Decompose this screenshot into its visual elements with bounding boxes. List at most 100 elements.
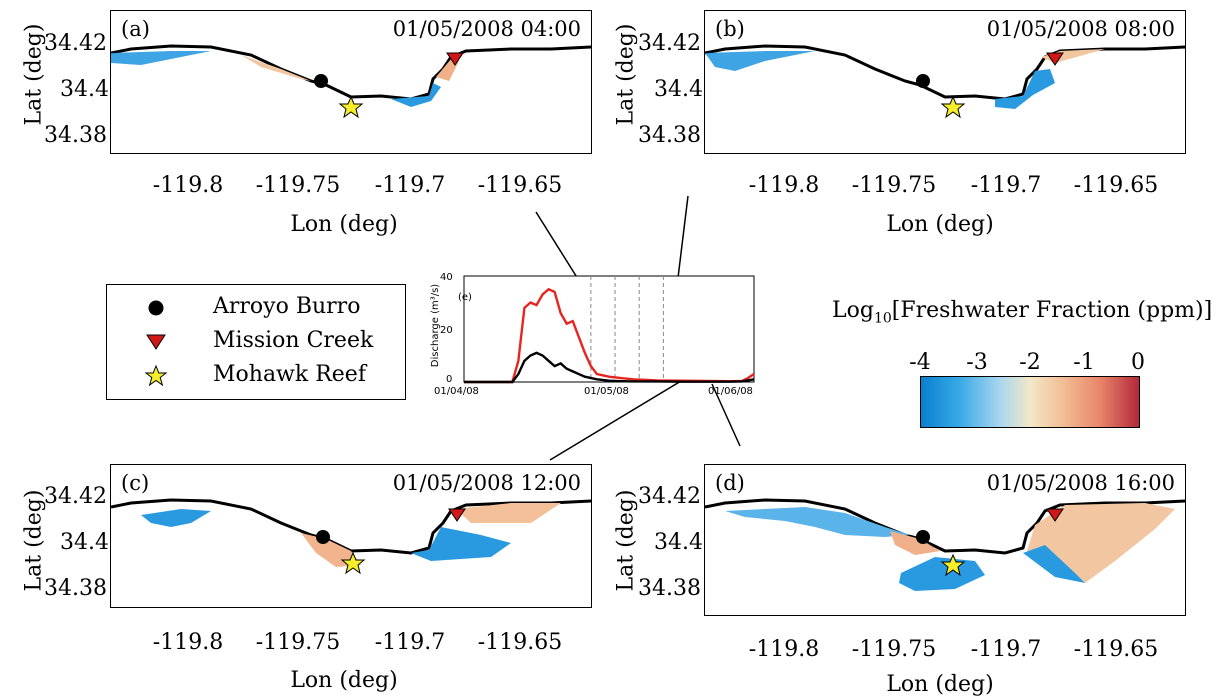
panel-label-c: (c) xyxy=(121,471,150,495)
ytick-b-3: 34.38 xyxy=(638,123,701,148)
ytick-c-2: 34.4 xyxy=(60,530,109,555)
coastline-c xyxy=(111,498,327,541)
ytick-a-3: 34.38 xyxy=(44,123,107,148)
plume-a-creek xyxy=(436,59,459,81)
inset-xtick-2: 01/06/08 xyxy=(708,386,753,397)
map-c-svg xyxy=(111,498,591,575)
plume-d-reef xyxy=(899,557,985,591)
panel-label-d: (d) xyxy=(715,471,745,495)
discharge-series-black xyxy=(464,351,755,384)
coastline-a-east xyxy=(325,45,591,101)
ylabel-d: Lat (deg) xyxy=(613,489,639,592)
map-a-svg xyxy=(111,44,591,119)
plume-a-east xyxy=(391,83,441,107)
xlabel-d: Lon (deg) xyxy=(886,672,994,697)
mission-creek-marker-c xyxy=(448,508,466,522)
xtick-d-1: -119.8 xyxy=(748,637,820,662)
xtick-a-2: -119.75 xyxy=(255,173,341,198)
colorbar-title: Log10[Freshwater Fraction (ppm)] xyxy=(832,298,1212,326)
ytick-b-1: 34.42 xyxy=(638,31,701,56)
coastline-d-east xyxy=(919,499,1185,555)
legend-label-arroyo-burro: Arroyo Burro xyxy=(213,294,361,319)
ytick-d-2: 34.4 xyxy=(654,530,703,555)
plume-d-mid xyxy=(890,531,940,555)
colorbar-tick-0: -4 xyxy=(909,350,931,375)
xtick-d-4: -119.65 xyxy=(1073,637,1159,662)
inset-ytick-2: 40 xyxy=(440,272,453,283)
legend-label-mohawk-reef: Mohawk Reef xyxy=(213,362,366,387)
ytick-c-1: 34.42 xyxy=(44,484,107,509)
inset-xtick-1: 01/05/08 xyxy=(584,386,629,397)
mohawk-reef-marker-a xyxy=(338,95,364,119)
panel-time-c: 01/05/2008 12:00 xyxy=(392,471,581,495)
mohawk-reef-marker-c xyxy=(340,551,366,575)
xtick-d-3: -119.7 xyxy=(970,637,1042,662)
legend-item-mohawk-reef: Mohawk Reef xyxy=(107,359,405,393)
legend: Arroyo Burro Mission Creek Mohawk Reef xyxy=(106,284,406,400)
panel-label-a: (a) xyxy=(121,17,150,41)
mission-creek-marker-a xyxy=(446,52,464,66)
plume-a-west xyxy=(111,51,211,65)
ylabel-c: Lat (deg) xyxy=(21,489,47,592)
xtick-a-1: -119.8 xyxy=(152,173,224,198)
mohawk-reef-marker-d xyxy=(940,553,966,577)
arroyo-burro-marker-d xyxy=(916,530,930,544)
plume-c-mid xyxy=(301,533,361,567)
ytick-a-1: 34.42 xyxy=(44,31,107,56)
plume-d-east-blue xyxy=(1023,545,1085,583)
inset-ytick-1: 20 xyxy=(440,325,453,336)
ytick-d-3: 34.38 xyxy=(638,576,701,601)
arroyo-burro-marker-a xyxy=(314,74,328,88)
colorbar-tick-2: -2 xyxy=(1019,350,1041,375)
colorbar-tick-1: -3 xyxy=(966,350,988,375)
mission-creek-marker-d xyxy=(1046,508,1064,522)
plume-c-west xyxy=(141,509,211,527)
plume-c-east xyxy=(411,527,511,561)
xtick-b-1: -119.8 xyxy=(748,173,820,198)
xtick-c-4: -119.65 xyxy=(477,630,563,655)
ytick-b-2: 34.4 xyxy=(654,77,703,102)
ytick-c-3: 34.38 xyxy=(44,576,107,601)
map-d-svg xyxy=(705,498,1185,591)
black-circle-icon xyxy=(148,300,164,316)
xtick-d-2: -119.75 xyxy=(851,637,937,662)
inset-ytick-0: 0 xyxy=(446,374,453,385)
colorbar-tick-4: 0 xyxy=(1131,350,1145,375)
mission-creek-marker-b xyxy=(1046,52,1064,66)
inset-panel-label: (e) xyxy=(458,292,472,303)
map-panel-d: (d) 01/05/2008 16:00 xyxy=(704,464,1186,616)
xtick-b-3: -119.7 xyxy=(970,173,1042,198)
legend-label-mission-creek: Mission Creek xyxy=(213,328,374,353)
ylabel-a: Lat (deg) xyxy=(21,23,47,126)
coastline-a xyxy=(111,44,327,87)
plume-b-east xyxy=(995,69,1055,109)
xtick-c-3: -119.7 xyxy=(374,630,446,655)
plume-c-creek xyxy=(456,503,561,523)
xtick-c-1: -119.8 xyxy=(152,630,224,655)
panel-time-d: 01/05/2008 16:00 xyxy=(986,471,1175,495)
panel-label-b: (b) xyxy=(715,17,745,41)
yellow-star-icon xyxy=(144,364,168,387)
arroyo-burro-marker-b xyxy=(916,74,930,88)
xtick-c-2: -119.75 xyxy=(255,630,341,655)
ylabel-b: Lat (deg) xyxy=(613,23,639,126)
inset-xtick-0: 01/04/08 xyxy=(434,386,479,397)
discharge-inset: (e) Discharge (m³/s) 0 20 40 01/04/08 01… xyxy=(428,268,758,398)
mohawk-reef-marker-b xyxy=(940,95,966,119)
panel-time-a: 01/05/2008 04:00 xyxy=(392,17,581,41)
legend-item-mission-creek: Mission Creek xyxy=(107,325,405,359)
ytick-a-2: 34.4 xyxy=(60,77,109,102)
coastline-b xyxy=(705,44,921,87)
map-panel-c: (c) 01/05/2008 12:00 xyxy=(110,464,592,608)
xtick-a-3: -119.7 xyxy=(374,173,446,198)
coastline-b-east xyxy=(919,45,1185,101)
xtick-a-4: -119.65 xyxy=(477,173,563,198)
xlabel-c: Lon (deg) xyxy=(290,668,398,693)
inset-frame xyxy=(463,275,755,383)
map-panel-a: (a) 01/05/2008 04:00 xyxy=(110,10,592,154)
ytick-d-1: 34.42 xyxy=(638,484,701,509)
xlabel-a: Lon (deg) xyxy=(290,212,398,237)
colorbar xyxy=(920,376,1140,428)
colorbar-title-sub: 10 xyxy=(873,310,892,327)
plume-b-west xyxy=(705,51,815,71)
